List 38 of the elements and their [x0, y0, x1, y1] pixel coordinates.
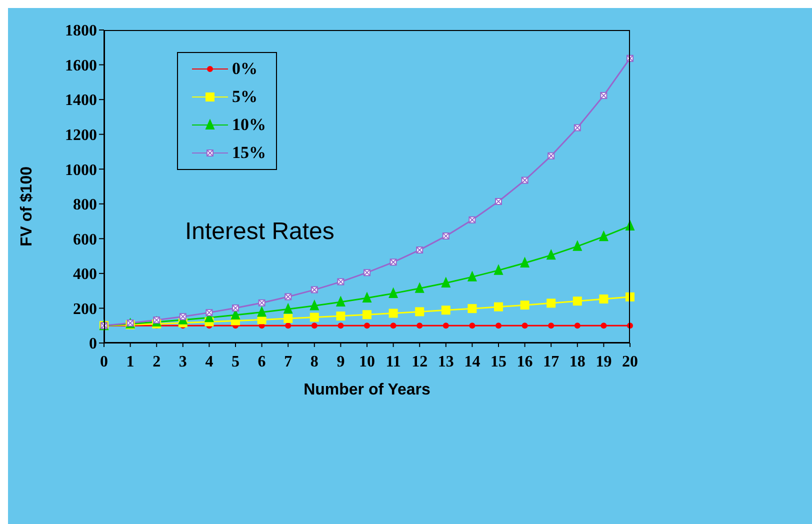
x-tick-label: 9 [336, 353, 345, 370]
x-axis-title: Number of Years [304, 381, 431, 398]
y-tick-label: 1400 [65, 92, 97, 110]
y-tick-label: 0 [89, 336, 97, 353]
y-tick-label: 800 [73, 196, 97, 214]
x-tick-label: 19 [596, 353, 612, 370]
y-tick-label: 1200 [65, 127, 97, 144]
legend-label: 0% [232, 59, 258, 79]
x-tick-label: 7 [284, 353, 292, 370]
x-tick-label: 4 [205, 353, 214, 370]
x-tick-label: 20 [622, 353, 638, 370]
legend-label: 10% [232, 115, 266, 135]
x-tick-label: 15 [490, 353, 506, 370]
x-tick-label: 6 [258, 353, 266, 370]
x-tick-label: 2 [152, 353, 161, 370]
legend-label: 15% [232, 143, 266, 163]
x-tick-label: 12 [412, 353, 428, 370]
x-tick-label: 8 [310, 353, 318, 370]
y-tick-label: 1800 [65, 22, 97, 40]
y-tick-label: 1000 [65, 162, 97, 179]
y-axis-title: FV of $100 [18, 166, 36, 246]
x-tick-label: 11 [386, 353, 401, 370]
x-tick-label: 1 [126, 353, 134, 370]
x-tick-label: 17 [543, 353, 560, 370]
annotation: Interest Rates [185, 218, 334, 246]
y-tick-label: 600 [73, 231, 97, 248]
y-tick-label: 1600 [65, 57, 97, 74]
x-tick-label: 14 [464, 353, 480, 370]
y-tick-label: 400 [73, 266, 97, 284]
x-tick-label: 0 [100, 353, 108, 370]
x-tick-label: 16 [516, 353, 533, 370]
x-tick-label: 18 [569, 353, 586, 370]
x-tick-label: 13 [438, 353, 454, 370]
legend-label: 5% [232, 87, 258, 107]
x-tick-label: 10 [359, 353, 375, 370]
x-tick-label: 3 [178, 353, 187, 370]
y-tick-label: 200 [73, 300, 97, 318]
x-tick-label: 5 [232, 353, 240, 370]
